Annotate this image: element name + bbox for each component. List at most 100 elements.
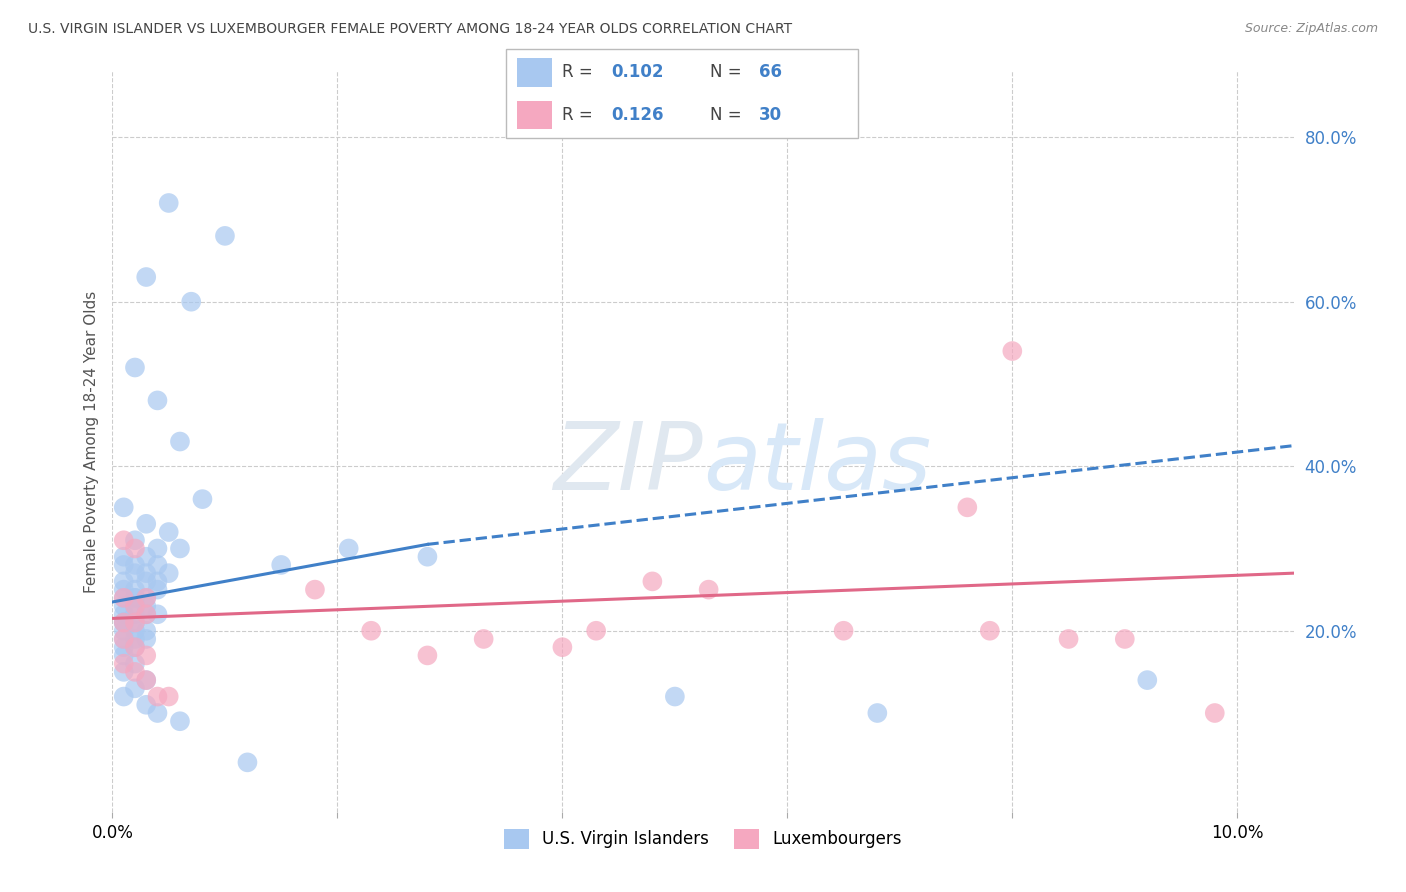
Point	[1114, 632, 1136, 646]
Point	[112, 558, 135, 572]
Text: 0.102: 0.102	[612, 63, 664, 81]
Point	[135, 599, 157, 613]
Point	[124, 681, 146, 696]
Point	[135, 566, 157, 581]
Point	[124, 657, 146, 671]
Point	[124, 591, 146, 605]
Point	[124, 591, 146, 605]
Point	[112, 533, 135, 548]
Point	[135, 516, 157, 531]
Point	[146, 558, 169, 572]
Point	[180, 294, 202, 309]
Point	[304, 582, 326, 597]
Text: R =: R =	[562, 63, 599, 81]
Text: 66: 66	[759, 63, 782, 81]
Point	[135, 624, 157, 638]
Point	[664, 690, 686, 704]
Point	[270, 558, 292, 572]
Point	[112, 632, 135, 646]
Text: 30: 30	[759, 106, 782, 124]
Point	[135, 673, 157, 687]
Point	[416, 549, 439, 564]
Point	[135, 607, 157, 622]
Point	[1136, 673, 1159, 687]
Point	[124, 558, 146, 572]
Point	[112, 690, 135, 704]
Text: 0.126: 0.126	[612, 106, 664, 124]
Point	[135, 549, 157, 564]
Point	[112, 665, 135, 679]
Point	[135, 673, 157, 687]
Point	[112, 500, 135, 515]
Point	[157, 690, 180, 704]
Text: N =: N =	[710, 63, 747, 81]
Point	[146, 706, 169, 720]
Point	[124, 582, 146, 597]
Point	[124, 541, 146, 556]
Point	[135, 270, 157, 285]
Point	[214, 228, 236, 243]
Point	[146, 690, 169, 704]
Point	[112, 599, 135, 613]
Point	[112, 615, 135, 630]
Text: N =: N =	[710, 106, 747, 124]
Point	[124, 615, 146, 630]
Point	[146, 541, 169, 556]
Point	[360, 624, 382, 638]
Point	[112, 615, 135, 630]
Point	[1001, 344, 1024, 359]
Point	[124, 360, 146, 375]
Point	[157, 196, 180, 211]
Point	[416, 648, 439, 663]
Point	[112, 591, 135, 605]
Point	[112, 648, 135, 663]
FancyBboxPatch shape	[517, 58, 551, 87]
Point	[124, 624, 146, 638]
Point	[979, 624, 1001, 638]
Point	[124, 632, 146, 646]
Point	[641, 574, 664, 589]
Point	[169, 714, 191, 729]
Point	[697, 582, 720, 597]
Point	[146, 393, 169, 408]
Point	[112, 640, 135, 655]
Point	[157, 566, 180, 581]
Point	[472, 632, 495, 646]
Point	[124, 640, 146, 655]
Point	[169, 434, 191, 449]
Point	[956, 500, 979, 515]
FancyBboxPatch shape	[506, 49, 858, 138]
Point	[124, 607, 146, 622]
Point	[832, 624, 855, 638]
Point	[112, 591, 135, 605]
Point	[112, 607, 135, 622]
Text: R =: R =	[562, 106, 599, 124]
Text: Source: ZipAtlas.com: Source: ZipAtlas.com	[1244, 22, 1378, 36]
Point	[124, 533, 146, 548]
Point	[112, 549, 135, 564]
Point	[112, 632, 135, 646]
Point	[124, 615, 146, 630]
Point	[157, 524, 180, 539]
Point	[135, 632, 157, 646]
Point	[585, 624, 607, 638]
Text: U.S. VIRGIN ISLANDER VS LUXEMBOURGER FEMALE POVERTY AMONG 18-24 YEAR OLDS CORREL: U.S. VIRGIN ISLANDER VS LUXEMBOURGER FEM…	[28, 22, 792, 37]
Text: atlas: atlas	[703, 418, 931, 509]
Point	[124, 599, 146, 613]
Point	[191, 492, 214, 507]
Point	[169, 541, 191, 556]
Point	[146, 574, 169, 589]
Point	[337, 541, 360, 556]
Point	[135, 698, 157, 712]
Point	[124, 665, 146, 679]
Point	[866, 706, 889, 720]
Point	[551, 640, 574, 655]
Point	[236, 756, 259, 770]
Point	[1204, 706, 1226, 720]
Point	[1057, 632, 1080, 646]
Legend: U.S. Virgin Islanders, Luxembourgers: U.S. Virgin Islanders, Luxembourgers	[498, 822, 908, 855]
Point	[135, 591, 157, 605]
Point	[135, 574, 157, 589]
Y-axis label: Female Poverty Among 18-24 Year Olds: Female Poverty Among 18-24 Year Olds	[83, 291, 98, 592]
FancyBboxPatch shape	[517, 101, 551, 129]
